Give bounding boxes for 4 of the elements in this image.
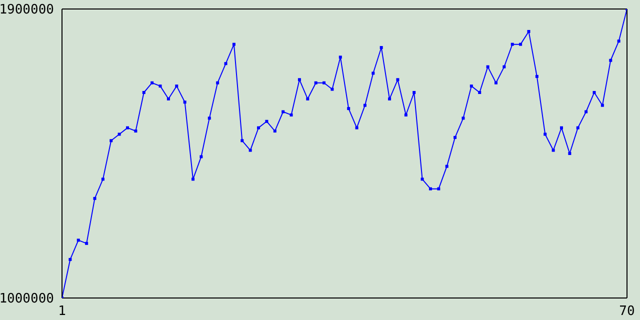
x-tick-label: 1 [58,304,66,320]
y-tick-label: 1900000 [0,2,54,18]
y-tick-label: 1000000 [0,292,54,307]
x-tick-label: 70 [619,304,635,320]
